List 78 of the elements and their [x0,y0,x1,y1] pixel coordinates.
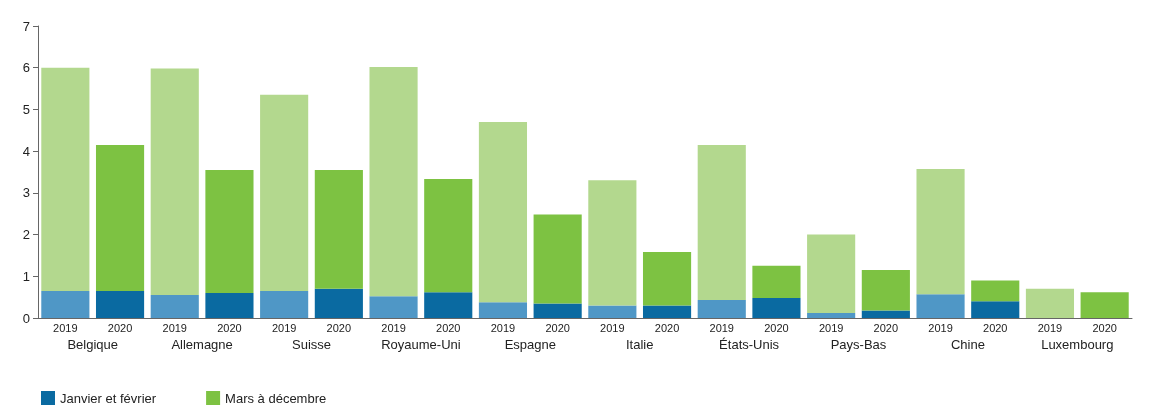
x-tick-label: 2020 [1092,321,1117,334]
bar [1025,288,1075,318]
bar [478,302,528,318]
bar [588,305,637,318]
legend-label: Janvier et février [60,390,157,406]
text: Espagne [504,337,556,352]
text: Chine [950,337,985,352]
x-tick-label: 2019 [381,321,406,334]
bar [861,270,910,311]
bar [971,301,1020,318]
bar [642,305,692,318]
text: Suisse [291,337,332,352]
x-tick-label: 2020 [326,321,352,334]
y-tick-label: 5 [22,101,30,117]
bar [697,300,746,318]
bar [424,292,473,318]
bar [807,234,856,313]
bar [697,144,746,301]
x-tick-label: 2019 [53,321,78,334]
bar [369,66,418,297]
x-tick-label: 2020 [983,321,1008,334]
x-tick-label: 2019 [271,321,297,334]
x-tick-label: 2019 [818,321,844,334]
y-tick-label: 2 [22,227,30,243]
bar [642,252,692,306]
bar [205,169,254,293]
bar [752,297,801,318]
x-tick-label: 2020 [107,321,133,334]
bar [260,290,309,318]
bar [260,94,309,291]
x-tick-label: 2020 [217,321,242,334]
x-tick-label: 2019 [1037,321,1063,334]
x-tick-label: 2019 [928,321,953,334]
bar [588,180,637,306]
text: Luxembourg [1041,337,1114,352]
bar [478,121,528,303]
bar [1080,292,1129,318]
y-tick-label: 4 [22,143,30,159]
bar [314,169,363,289]
legend-label: Mars à décembre [225,390,327,406]
x-tick-label: 2020 [436,321,461,334]
bar [861,310,910,318]
bar [424,179,473,293]
bar [916,169,965,295]
bar [533,303,582,318]
bar [150,68,199,296]
bar [95,290,145,318]
bar [150,295,199,318]
text: Belgique [67,337,118,352]
y-tick-label: 3 [22,185,30,201]
y-tick-label: 1 [22,268,30,284]
bar [916,294,965,318]
bar [205,292,254,318]
bar [752,265,801,298]
bar [95,144,145,291]
text: Italie [625,337,654,352]
x-tick-label: 2019 [600,321,625,334]
bar [533,214,582,304]
x-tick-label: 2020 [654,321,680,334]
text: Allemagne [171,337,233,352]
x-tick-label: 2020 [764,321,789,334]
x-tick-label: 2019 [709,321,734,334]
bar [41,67,90,291]
bar [314,288,363,318]
bar [369,296,418,318]
bar [41,290,90,318]
bar [807,312,856,318]
y-tick-label: 7 [22,18,30,34]
text: Royaume-Uni [381,337,461,352]
text: Pays-Bas [830,337,887,352]
y-tick-label: 6 [22,60,30,76]
y-tick-label: 0 [22,310,30,326]
x-tick-label: 2020 [873,321,899,334]
text: États-Unis [719,337,780,352]
x-tick-label: 2020 [545,321,570,334]
x-tick-label: 2019 [162,321,187,334]
bar [971,280,1020,302]
x-tick-label: 2019 [490,321,516,334]
